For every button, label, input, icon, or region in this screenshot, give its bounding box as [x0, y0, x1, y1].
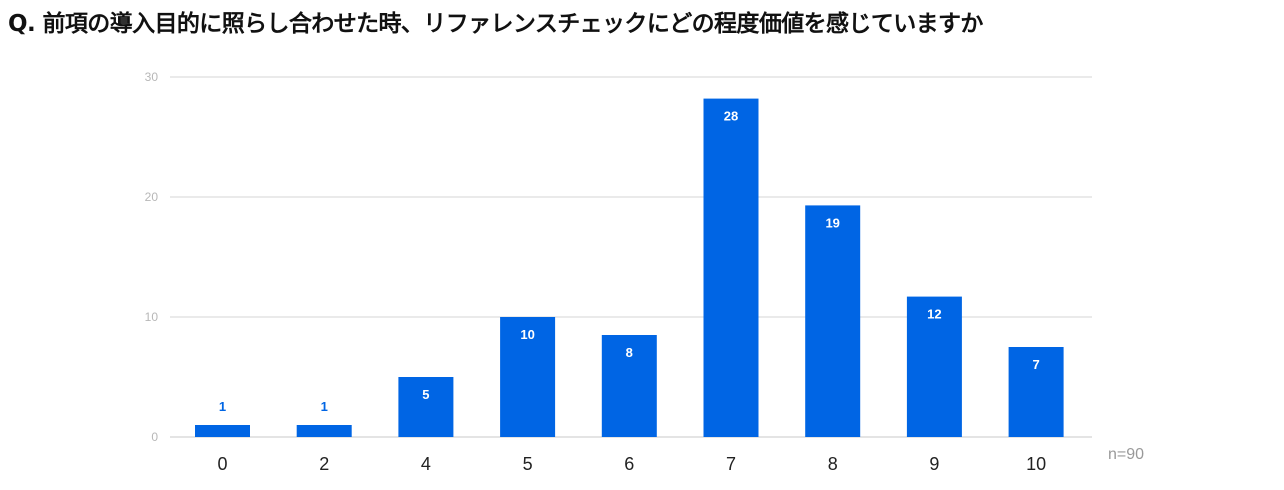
x-tick-label: 5	[523, 454, 533, 474]
y-tick-label: 20	[145, 190, 159, 204]
bars	[195, 98, 1064, 437]
y-tick-label: 30	[145, 70, 159, 84]
bar-value-label: 1	[321, 399, 328, 414]
bar-value-label: 8	[626, 345, 633, 360]
bar-7	[703, 98, 759, 437]
bar-8	[805, 205, 861, 437]
x-tick-label: 4	[421, 454, 431, 474]
data-labels: 1 1 5 10 8 28 19 12 7	[219, 109, 1040, 414]
sample-size-note: n=90	[1108, 446, 1145, 463]
bar-9	[906, 296, 962, 437]
bar-4	[398, 377, 454, 437]
bar-value-label: 1	[219, 399, 226, 414]
bar-value-label: 5	[422, 387, 429, 402]
bar-6	[601, 335, 657, 437]
bar-value-label: 12	[927, 307, 941, 322]
x-axis: 0 2 4 5 6 7 8 9 10	[217, 454, 1046, 474]
bar-value-label: 28	[724, 109, 738, 124]
bar-5	[500, 317, 556, 437]
x-tick-label: 7	[726, 454, 736, 474]
y-axis: 0 10 20 30	[145, 70, 159, 444]
bar-10	[1008, 347, 1064, 437]
y-tick-label: 0	[151, 430, 158, 444]
chart-title: Q. 前項の導入目的に照らし合わせた時、リファレンスチェックにどの程度価値を感じ…	[8, 11, 983, 37]
y-tick-label: 10	[145, 310, 159, 324]
x-tick-label: 6	[624, 454, 634, 474]
x-tick-label: 10	[1026, 454, 1046, 474]
bar-value-label: 19	[825, 215, 839, 230]
x-tick-label: 0	[217, 454, 227, 474]
bar-value-label: 10	[520, 327, 534, 342]
x-tick-label: 9	[929, 454, 939, 474]
bar-0	[195, 425, 250, 437]
bar-value-label: 7	[1032, 357, 1039, 372]
x-tick-label: 8	[828, 454, 838, 474]
bar-2	[296, 425, 352, 437]
x-tick-label: 2	[319, 454, 329, 474]
